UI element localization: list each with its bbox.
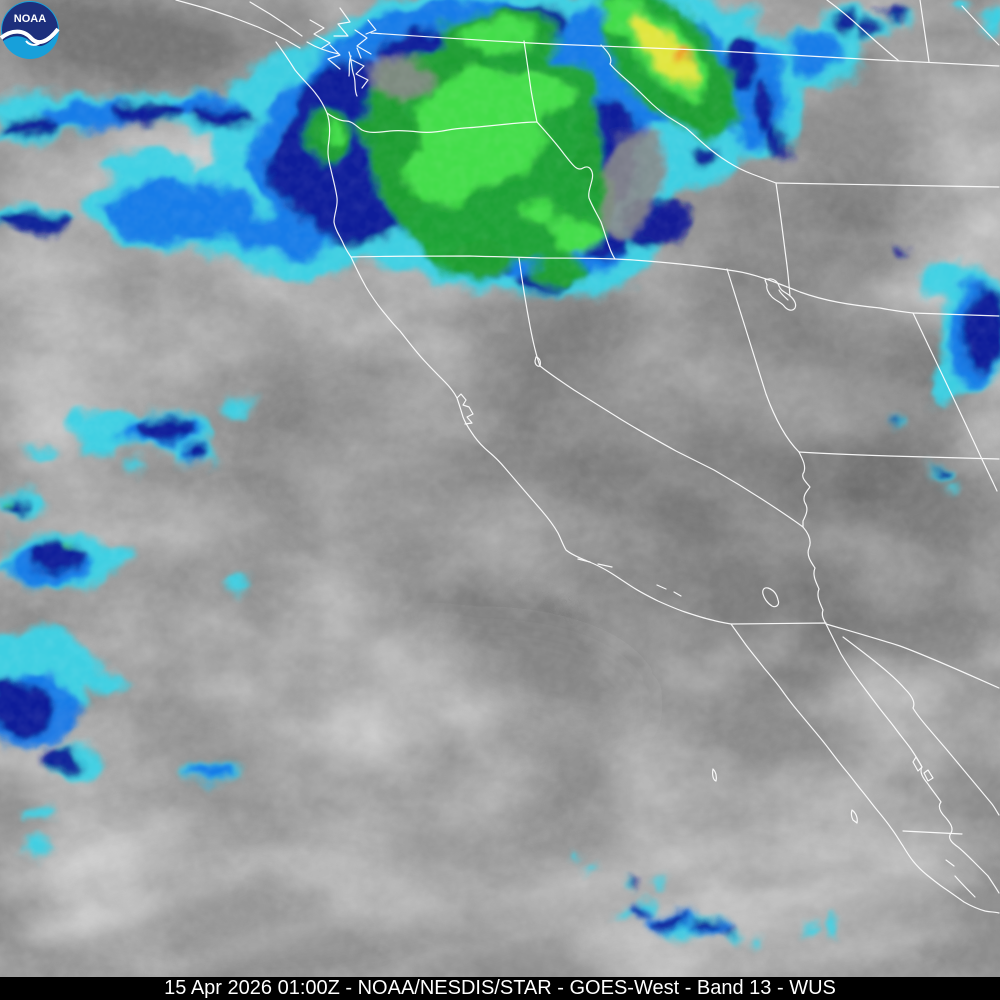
border-nv-az-river	[798, 451, 827, 625]
border-id-wy	[775, 182, 791, 297]
island-guadalupe	[712, 768, 717, 782]
coast-baja-east	[825, 623, 1000, 894]
coastline-bc	[175, 0, 303, 49]
border-or-id	[536, 121, 616, 260]
noaa-logo-text: NOAA	[14, 13, 46, 25]
sf-bay	[456, 393, 474, 425]
border-ut-east	[912, 312, 998, 492]
island-cedros	[850, 809, 858, 824]
map-overlay	[175, 0, 1000, 914]
islands-salish-sea	[306, 7, 377, 97]
noaa-logo-seagull	[0, 27, 60, 45]
caption-bar: 15 Apr 2026 01:00Z - NOAA/NESDIS/STAR - …	[0, 977, 1000, 1000]
border-us-canada	[370, 32, 1000, 67]
border-37n	[798, 451, 1000, 460]
great-salt-lake	[764, 278, 797, 311]
coast-mexico-mainland	[842, 636, 1000, 816]
border-mt-wy	[775, 182, 1000, 188]
border-id-mt	[600, 44, 777, 184]
border-bcs	[902, 830, 976, 898]
border-canada-extra	[919, 0, 1000, 63]
salton-sea	[762, 587, 780, 608]
coastline-west	[275, 41, 1000, 914]
channel-islands	[577, 558, 682, 597]
gulf-islands	[912, 756, 934, 782]
caption-text: 15 Apr 2026 01:00Z - NOAA/NESDIS/STAR - …	[164, 977, 836, 999]
noaa-logo: NOAA	[0, 1, 60, 59]
border-42n	[350, 255, 1000, 317]
border-wa-id	[523, 40, 538, 123]
noaa-logo-top	[2, 2, 58, 47]
border-bc-ab	[826, 0, 900, 62]
border-nv-ut	[726, 268, 800, 453]
border-us-mexico	[730, 622, 1000, 689]
noaa-logo-seagull-wing	[25, 40, 42, 46]
border-ca-nv	[518, 257, 804, 528]
border-wa-or	[326, 112, 538, 133]
lake-tahoe	[534, 356, 541, 367]
